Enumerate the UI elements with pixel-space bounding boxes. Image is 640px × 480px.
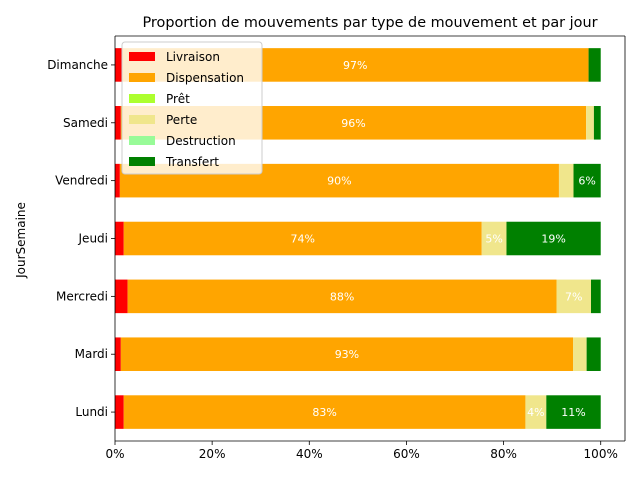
- data-label-jeudi-perte: 5%: [485, 233, 502, 246]
- legend-label-perte: Perte: [166, 113, 197, 127]
- data-label-lundi-transfert: 11%: [561, 406, 585, 419]
- legend-swatch-livraison: [129, 52, 155, 61]
- chart-title: Proportion de mouvements par type de mou…: [142, 15, 597, 31]
- data-label-mercredi-dispensation: 88%: [330, 290, 354, 303]
- legend-label-transfert: Transfert: [165, 155, 219, 169]
- y-tick-label-jeudi: Jeudi: [78, 232, 108, 246]
- data-label-dimanche-dispensation: 97%: [343, 59, 367, 72]
- y-axis-label: JourSemaine: [14, 202, 28, 279]
- bar-jeudi-transfert: [506, 221, 601, 256]
- x-tick-label: 0%: [105, 447, 124, 461]
- data-label-lundi-dispensation: 83%: [312, 406, 336, 419]
- bar-mercredi-perte: [556, 279, 591, 314]
- data-label-lundi-perte: 4%: [527, 406, 544, 419]
- data-labels-layer: 83% 4% 11% 93% 88% 7% 74% 5% 19% 90% 6% 96% 97%: [291, 59, 596, 419]
- bar-mardi-perte: [573, 337, 587, 371]
- x-tick-label: 80%: [490, 447, 517, 461]
- bar-dimanche-livraison: [115, 48, 122, 82]
- x-tick-label: 40%: [296, 447, 323, 461]
- data-label-mercredi-perte: 7%: [565, 290, 582, 303]
- y-tick-label-lundi: Lundi: [75, 405, 108, 419]
- bar-vendredi-perte: [558, 163, 574, 198]
- bar-samedi-perte: [586, 106, 594, 140]
- bar-vendredi-transfert: [573, 163, 601, 198]
- legend-box: [121, 41, 263, 175]
- bar-mercredi-dispensation: [127, 279, 557, 314]
- legend-swatch-dispensation: [129, 73, 155, 82]
- bar-lundi-livraison: [115, 395, 124, 429]
- bar-samedi-transfert: [593, 106, 601, 140]
- legend-label-destruction: Destruction: [166, 134, 236, 148]
- bar-mardi-livraison: [115, 337, 121, 371]
- bar-mercredi-transfert: [591, 279, 601, 314]
- axes-layer: 0% 20% 40% 60% 80% 100% Lundi Mardi Mercredi Jeud…: [47, 35, 626, 461]
- y-tick-label-vendredi: Vendredi: [55, 174, 108, 188]
- legend-swatch-destruction: [129, 136, 155, 145]
- data-label-vendredi-dispensation: 90%: [327, 175, 351, 188]
- bar-jeudi-dispensation: [123, 221, 482, 256]
- x-tick-label: 100%: [584, 447, 618, 461]
- legend-swatch-transfert: [129, 157, 155, 166]
- bar-mardi-transfert: [586, 337, 601, 371]
- data-label-mardi-dispensation: 93%: [335, 348, 359, 361]
- bar-lundi-perte: [525, 395, 547, 429]
- legend-swatch-prt: [129, 94, 155, 103]
- bar-samedi-livraison: [115, 106, 121, 140]
- data-label-jeudi-dispensation: 74%: [291, 233, 315, 246]
- x-tick-label: 20%: [199, 447, 226, 461]
- bar-jeudi-perte: [481, 221, 507, 256]
- bar-dimanche-transfert: [588, 48, 601, 82]
- bar-lundi-dispensation: [123, 395, 526, 429]
- bar-mardi-dispensation: [120, 337, 574, 371]
- legend-label-prt: Prêt: [166, 92, 190, 106]
- x-tick-label: 60%: [393, 447, 420, 461]
- legend-swatch-perte: [129, 115, 155, 124]
- y-tick-label-samedi: Samedi: [63, 116, 108, 130]
- data-label-vendredi-transfert: 6%: [578, 175, 595, 188]
- legend-label-dispensation: Dispensation: [166, 71, 244, 85]
- data-label-jeudi-transfert: 19%: [541, 233, 565, 246]
- bar-vendredi-livraison: [115, 163, 120, 198]
- legend: Livraison Dispensation Prêt Perte Destructio…: [121, 41, 263, 175]
- legend-label-livraison: Livraison: [166, 50, 220, 64]
- y-tick-label-dimanche: Dimanche: [47, 58, 108, 72]
- bar-lundi-transfert: [546, 395, 601, 429]
- data-label-samedi-dispensation: 96%: [341, 117, 365, 130]
- bar-mercredi-livraison: [115, 279, 128, 314]
- bar-jeudi-livraison: [115, 221, 124, 256]
- y-tick-label-mardi: Mardi: [75, 347, 108, 361]
- y-tick-label-mercredi: Mercredi: [56, 289, 108, 303]
